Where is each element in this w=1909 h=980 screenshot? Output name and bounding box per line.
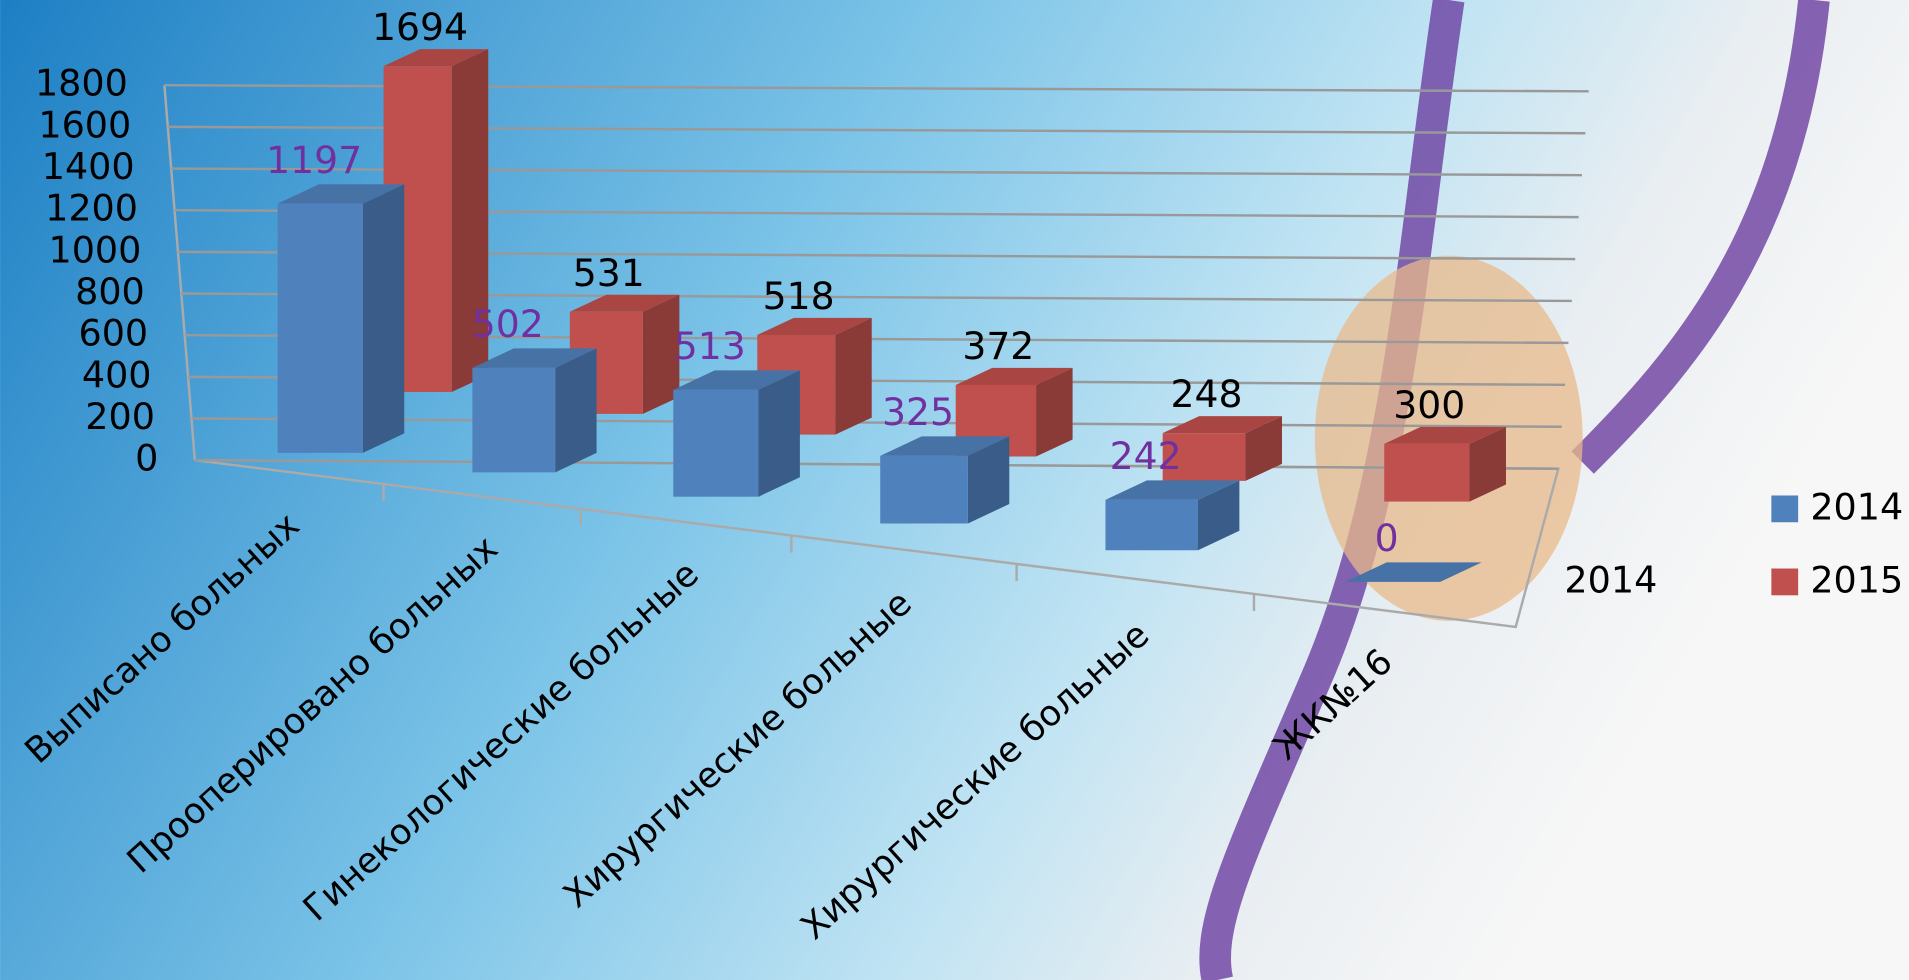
y-tick-label: 0 <box>135 437 158 480</box>
value-label: 518 <box>763 274 835 318</box>
bar-side <box>1469 426 1506 502</box>
y-tick-label: 1600 <box>38 103 131 146</box>
bar <box>673 370 800 497</box>
value-label: 0 <box>1375 516 1399 560</box>
bar-side <box>967 436 1010 524</box>
bar <box>277 184 405 453</box>
bar <box>1384 426 1506 502</box>
bar-top <box>383 49 489 67</box>
bar-front <box>1162 433 1246 481</box>
bar-top <box>1105 480 1240 500</box>
bar-front <box>1384 443 1470 502</box>
value-label: 1694 <box>372 5 468 49</box>
legend-label: 2014 <box>1810 485 1903 528</box>
grid-line <box>194 458 1559 470</box>
bar-top <box>955 367 1073 385</box>
stethoscope-decoration <box>1571 0 1830 474</box>
bar-side <box>1245 416 1282 481</box>
bar-top <box>673 370 800 390</box>
bar-side <box>362 184 405 453</box>
bar <box>1345 562 1482 582</box>
stethoscope-decoration <box>1199 0 1465 980</box>
bar-side <box>451 49 489 393</box>
bar <box>1105 480 1240 551</box>
value-label: 1197 <box>266 138 362 182</box>
bar <box>1162 416 1282 481</box>
bar-top <box>757 317 872 335</box>
bar-side <box>555 348 597 473</box>
bar-top <box>1162 416 1282 434</box>
bar-top <box>880 436 1010 456</box>
bar-side <box>642 294 680 414</box>
bar-front <box>880 455 968 524</box>
bar-side <box>758 370 800 497</box>
y-tick-label: 600 <box>78 312 148 355</box>
bar-top <box>1345 562 1482 582</box>
value-label: 502 <box>472 302 544 346</box>
bar-top <box>569 294 680 312</box>
legend-swatch <box>1771 568 1799 596</box>
bar-front <box>472 367 556 473</box>
value-label: 300 <box>1393 383 1465 427</box>
bar-front <box>277 203 363 453</box>
grid-line <box>191 417 1562 428</box>
bar-side <box>1197 480 1240 551</box>
value-label: 372 <box>962 324 1034 368</box>
value-label: 242 <box>1110 434 1182 478</box>
y-tick-label: 1000 <box>48 228 141 271</box>
bar-side <box>1036 367 1073 457</box>
y-tick-label: 800 <box>75 270 145 313</box>
bar-top <box>1384 426 1506 444</box>
bar-side <box>835 317 872 435</box>
y-tick-label: 1200 <box>45 187 138 230</box>
bar <box>472 348 597 473</box>
y-tick-label: 400 <box>82 353 152 396</box>
value-label: 325 <box>882 390 954 434</box>
depth-label: 2014 <box>1564 558 1657 601</box>
y-tick-label: 1800 <box>35 62 128 105</box>
value-label: 513 <box>674 324 746 368</box>
legend-swatch <box>1771 495 1799 523</box>
y-tick-label: 1400 <box>42 145 135 188</box>
legend-label: 2015 <box>1810 558 1903 601</box>
bar-top <box>277 184 405 204</box>
bar <box>880 436 1010 524</box>
y-tick-label: 200 <box>85 395 155 438</box>
value-label: 248 <box>1171 372 1243 416</box>
value-label: 531 <box>573 251 645 295</box>
y-axis <box>163 85 197 461</box>
bar-front <box>1105 499 1198 551</box>
bar-front <box>673 389 759 497</box>
